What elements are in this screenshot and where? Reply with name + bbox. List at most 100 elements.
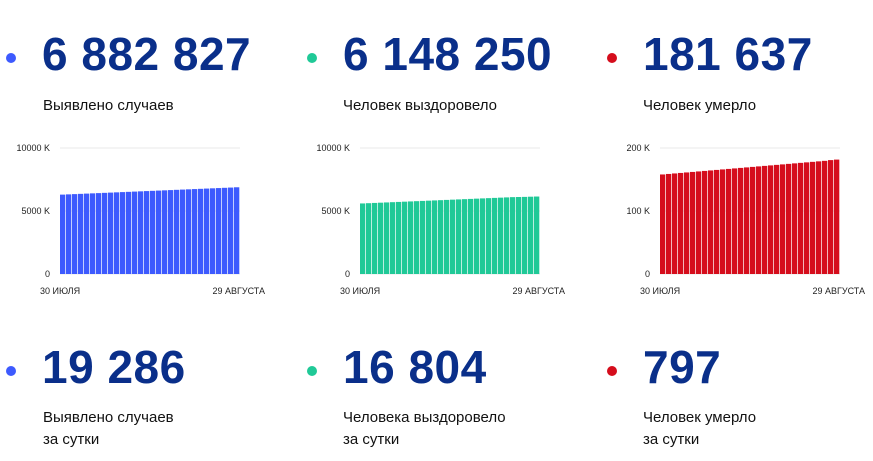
bar — [450, 199, 456, 274]
y-tick-label: 200 K — [626, 143, 650, 153]
bar — [468, 198, 474, 274]
confirmed-chart: 0 5000 K 10000 K 30 ИЮЛЯ 29 АВГУСТА — [16, 143, 265, 296]
bar — [156, 190, 162, 274]
bar — [396, 201, 402, 274]
bar — [462, 199, 468, 274]
bar — [84, 193, 90, 274]
deaths-dot-icon — [607, 53, 617, 63]
deaths-total-value: 181 637 — [643, 28, 813, 80]
x-tick-label: 29 АВГУСТА — [212, 286, 265, 296]
bar — [528, 196, 534, 274]
bar — [720, 169, 726, 274]
x-tick-label: 29 АВГУСТА — [512, 286, 565, 296]
confirmed-daily-dot-icon — [6, 366, 16, 376]
bar — [66, 194, 72, 274]
bar — [96, 193, 102, 274]
confirmed-dot-icon — [6, 53, 16, 63]
bar — [732, 168, 738, 274]
bar — [360, 203, 366, 274]
bar — [822, 160, 828, 274]
deaths-chart: 0 100 K 200 K 30 ИЮЛЯ 29 АВГУСТА — [626, 143, 865, 296]
bar — [474, 198, 480, 274]
deaths-daily-dot-icon — [607, 366, 617, 376]
bar — [438, 200, 444, 274]
confirmed-total-value: 6 882 827 — [42, 28, 252, 80]
bar — [762, 165, 768, 274]
bar — [174, 189, 180, 274]
confirmed-daily-value: 19 286 — [42, 341, 186, 393]
bar — [72, 194, 78, 274]
bar — [78, 193, 84, 274]
bar — [216, 188, 222, 274]
bar — [690, 171, 696, 274]
recovered-daily-label-line2: за сутки — [343, 431, 400, 448]
bar — [768, 165, 774, 274]
recovered-total-label: Человек выздоровело — [343, 97, 497, 114]
bar — [102, 192, 108, 274]
bar — [756, 166, 762, 274]
recovered-daily-dot-icon — [307, 366, 317, 376]
bar — [414, 201, 420, 274]
y-tick-label: 10000 K — [316, 143, 350, 153]
bar — [114, 192, 120, 274]
bar — [498, 197, 504, 274]
x-tick-label: 30 ИЮЛЯ — [40, 286, 80, 296]
bar — [372, 202, 378, 274]
y-tick-label: 0 — [45, 269, 50, 279]
bar — [90, 193, 96, 274]
bar — [726, 168, 732, 274]
bar — [402, 201, 408, 274]
recovered-total-value: 6 148 250 — [343, 28, 553, 80]
bar — [678, 172, 684, 274]
y-tick-label: 0 — [645, 269, 650, 279]
bar — [366, 203, 372, 274]
bar — [660, 174, 666, 274]
bar — [810, 161, 816, 274]
y-tick-label: 100 K — [626, 206, 650, 216]
bar — [786, 163, 792, 274]
bar — [132, 191, 138, 274]
bar — [144, 191, 150, 274]
bar — [708, 170, 714, 274]
bar — [744, 167, 750, 274]
bar — [738, 167, 744, 274]
bar — [804, 162, 810, 274]
bar — [198, 188, 204, 274]
bar — [714, 169, 720, 274]
bar — [162, 190, 168, 274]
bar — [168, 190, 174, 274]
bar — [222, 187, 228, 274]
bar — [186, 189, 192, 274]
bar — [792, 163, 798, 274]
confirmed-total-label: Выявлено случаев — [43, 97, 174, 114]
bar — [60, 194, 66, 274]
bar — [492, 197, 498, 274]
bar — [192, 189, 198, 274]
bar — [798, 162, 804, 274]
recovered-daily-label-line1: Человека выздоровело — [343, 409, 506, 426]
bar — [234, 187, 240, 274]
y-tick-label: 0 — [345, 269, 350, 279]
bar — [204, 188, 210, 274]
bar — [210, 188, 216, 274]
x-tick-label: 29 АВГУСТА — [812, 286, 865, 296]
bar — [432, 200, 438, 274]
bar — [684, 172, 690, 274]
bar — [696, 171, 702, 274]
recovered-daily-value: 16 804 — [343, 341, 487, 393]
bar — [426, 200, 432, 274]
bar — [150, 190, 156, 274]
bar — [522, 196, 528, 274]
bar — [120, 192, 126, 274]
confirmed-daily-label-line1: Выявлено случаев — [43, 409, 174, 426]
bar — [750, 166, 756, 274]
bar — [420, 200, 426, 274]
x-tick-label: 30 ИЮЛЯ — [340, 286, 380, 296]
deaths-daily-label-line1: Человек умерло — [643, 409, 757, 426]
bar — [444, 199, 450, 274]
bar — [456, 199, 462, 274]
y-tick-label: 5000 K — [321, 206, 350, 216]
bar — [534, 196, 540, 274]
deaths-daily-label-line2: за сутки — [643, 431, 700, 448]
bar — [666, 173, 672, 274]
